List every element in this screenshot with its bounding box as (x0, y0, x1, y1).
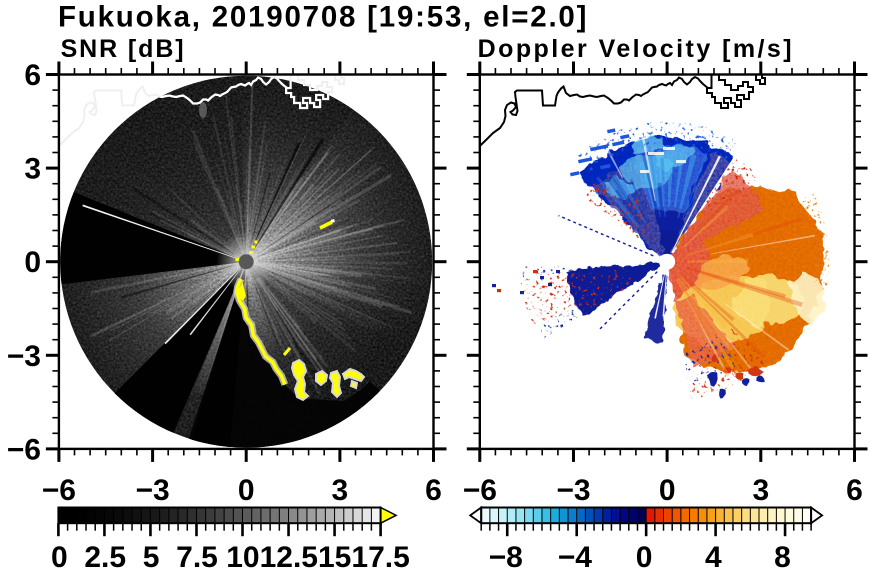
svg-text:3: 3 (24, 153, 41, 186)
svg-text:−3: −3 (135, 474, 169, 507)
svg-text:4: 4 (705, 541, 722, 570)
svg-text:6: 6 (24, 59, 41, 92)
svg-text:10: 10 (226, 541, 259, 570)
svg-text:0: 0 (51, 541, 68, 570)
svg-text:Doppler Velocity [m/s]: Doppler Velocity [m/s] (478, 35, 794, 63)
svg-text:−6: −6 (463, 474, 497, 507)
svg-text:−4: −4 (558, 541, 593, 570)
svg-text:0: 0 (659, 474, 676, 507)
svg-text:3: 3 (332, 474, 349, 507)
svg-text:7.5: 7.5 (176, 541, 218, 570)
svg-text:−3: −3 (7, 340, 41, 373)
svg-text:6: 6 (425, 474, 442, 507)
svg-text:17.5: 17.5 (351, 541, 409, 570)
svg-text:−8: −8 (489, 541, 523, 570)
svg-text:−6: −6 (7, 433, 41, 466)
svg-text:0: 0 (24, 246, 41, 279)
svg-text:SNR [dB]: SNR [dB] (61, 35, 186, 63)
svg-text:8: 8 (774, 541, 791, 570)
svg-text:0: 0 (238, 474, 255, 507)
svg-text:2.5: 2.5 (84, 541, 126, 570)
svg-text:12.5: 12.5 (260, 541, 318, 570)
svg-text:Fukuoka, 20190708 [19:53, el=2: Fukuoka, 20190708 [19:53, el=2.0] (58, 1, 588, 34)
svg-text:0: 0 (636, 541, 653, 570)
svg-text:6: 6 (846, 474, 863, 507)
svg-text:−3: −3 (556, 474, 590, 507)
svg-text:3: 3 (752, 474, 769, 507)
svg-text:−6: −6 (42, 474, 76, 507)
svg-text:15: 15 (318, 541, 351, 570)
svg-text:5: 5 (143, 541, 160, 570)
